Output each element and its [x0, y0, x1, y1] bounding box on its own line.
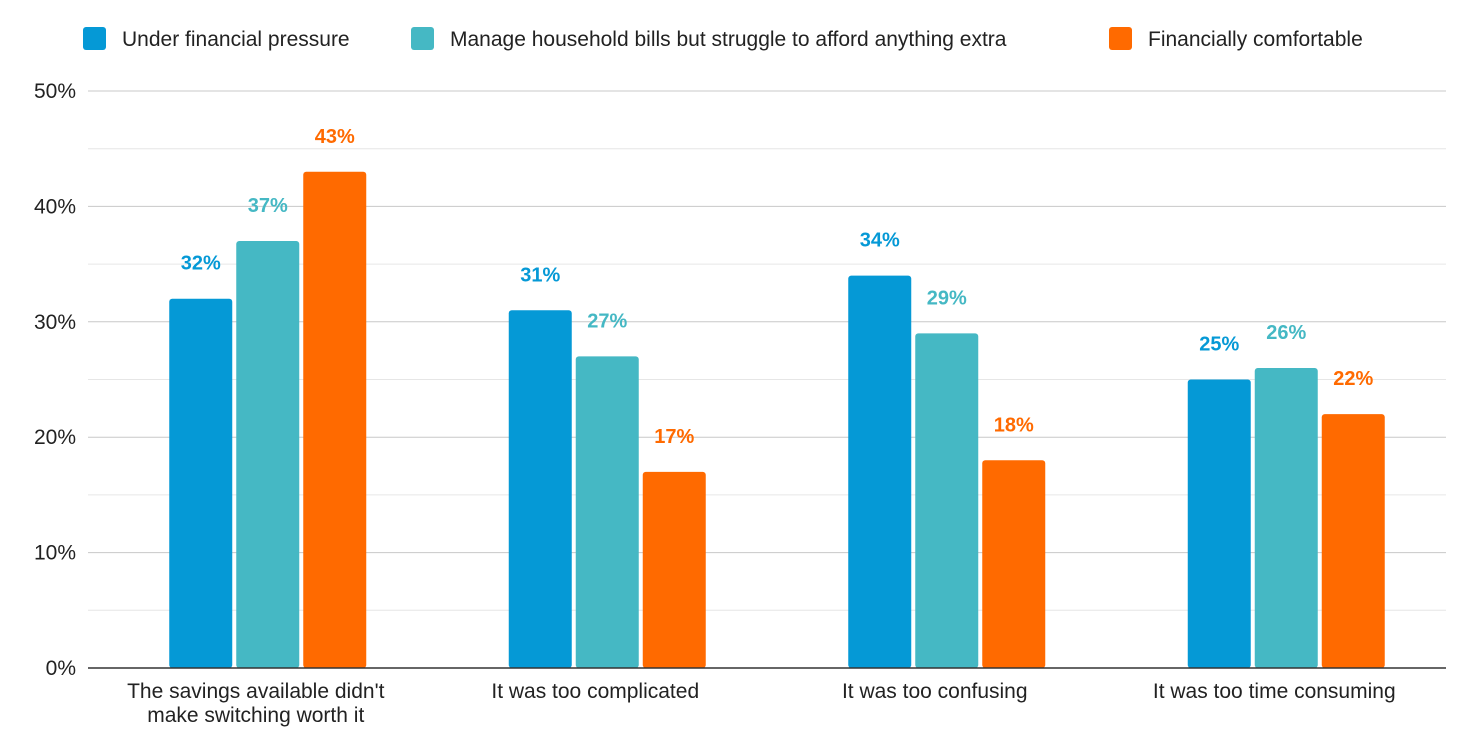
- bar: [642, 471, 706, 668]
- data-label: 25%: [1199, 334, 1239, 356]
- legend-item: Manage household bills but struggle to a…: [411, 27, 1007, 51]
- bar: [575, 356, 639, 668]
- bar: [848, 275, 912, 668]
- data-label: 43%: [315, 126, 355, 148]
- legend-label: Financially comfortable: [1148, 28, 1363, 51]
- x-tick-label: make switching worth it: [147, 704, 364, 727]
- legend-swatch: [1109, 27, 1132, 50]
- legend-item: Financially comfortable: [1109, 27, 1363, 51]
- bar: [982, 460, 1046, 668]
- data-label: 26%: [1266, 322, 1306, 344]
- bar: [508, 310, 572, 668]
- data-label: 31%: [520, 264, 560, 286]
- x-tick-label: It was too complicated: [491, 680, 699, 703]
- x-tick-label: The savings available didn't: [127, 680, 384, 703]
- y-tick-label: 10%: [34, 542, 76, 565]
- data-label: 34%: [860, 230, 900, 252]
- x-tick-label: It was too time consuming: [1153, 680, 1396, 703]
- legend-item: Under financial pressure: [83, 27, 350, 51]
- bar: [236, 241, 300, 668]
- legend-swatch: [83, 27, 106, 50]
- y-tick-label: 20%: [34, 426, 76, 449]
- legend-label: Under financial pressure: [122, 28, 350, 51]
- y-tick-label: 30%: [34, 311, 76, 334]
- y-axis: 0% 10% 20% 30% 40% 50%: [34, 80, 76, 680]
- bar: [169, 298, 233, 668]
- bar: [915, 333, 979, 668]
- data-label: 18%: [994, 414, 1034, 436]
- data-label: 29%: [927, 287, 967, 309]
- bar: [1187, 379, 1251, 668]
- bar: [303, 171, 367, 668]
- x-tick-label: It was too confusing: [842, 680, 1028, 703]
- data-label: 22%: [1333, 368, 1373, 390]
- y-tick-label: 0%: [46, 657, 76, 680]
- y-tick-label: 40%: [34, 195, 76, 218]
- y-tick-label: 50%: [34, 80, 76, 103]
- bar: [1321, 414, 1385, 668]
- data-label: 32%: [181, 253, 221, 275]
- legend: Under financial pressure Manage household…: [83, 27, 1363, 51]
- data-label: 37%: [248, 195, 288, 217]
- legend-label: Manage household bills but struggle to a…: [450, 28, 1007, 51]
- data-labels: 32% 37% 43% 31% 27% 17% 34% 29% 18% 25% 26% 22%: [181, 126, 1374, 448]
- legend-swatch: [411, 27, 434, 50]
- data-label: 17%: [654, 426, 694, 448]
- bar: [1254, 367, 1318, 668]
- bars: [169, 171, 1385, 668]
- data-label: 27%: [587, 310, 627, 332]
